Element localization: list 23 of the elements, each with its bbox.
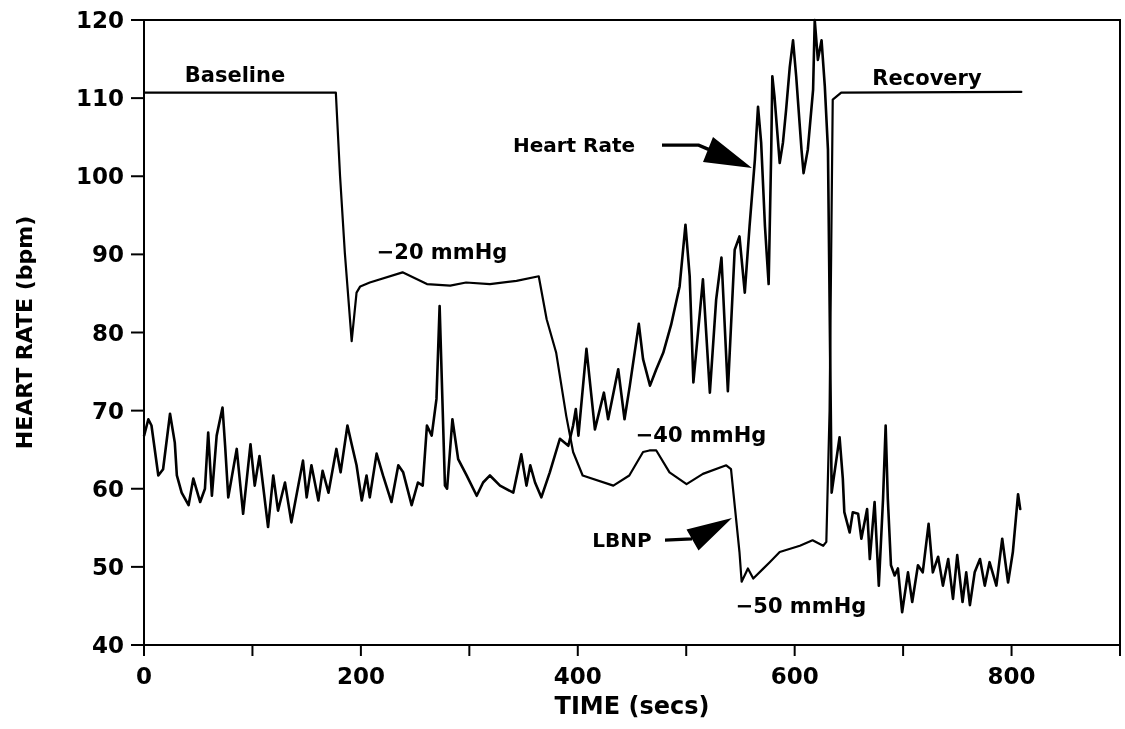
annotation: −50 mmHg [735,594,867,618]
annotation: −40 mmHg [635,423,767,447]
y-tick-label: 110 [75,85,124,112]
annotation: −20 mmHg [376,240,508,264]
y-tick-label: 100 [75,163,124,190]
y-tick-label: 80 [91,319,124,346]
x-tick-label: 0 [135,663,153,689]
y-tick-label: 90 [91,241,124,268]
y-tick-label: 50 [91,553,124,580]
y-tick-label: 40 [91,632,124,658]
x-tick-label: 600 [770,663,819,689]
annotation: Baseline [184,63,286,87]
x-tick-label: 200 [336,663,385,689]
y-tick-label: 60 [91,475,124,502]
legend-label: Heart Rate [512,133,636,157]
legend-label: LBNP [592,528,652,552]
y-axis-title: HEART RATE (bpm) [11,215,37,450]
annotation: Recovery [872,66,982,90]
y-tick-label: 120 [75,7,124,33]
x-tick-label: 400 [553,663,602,689]
y-tick-label: 70 [91,397,124,424]
x-axis-title: TIME (secs) [554,692,710,720]
x-tick-label: 800 [987,663,1036,689]
